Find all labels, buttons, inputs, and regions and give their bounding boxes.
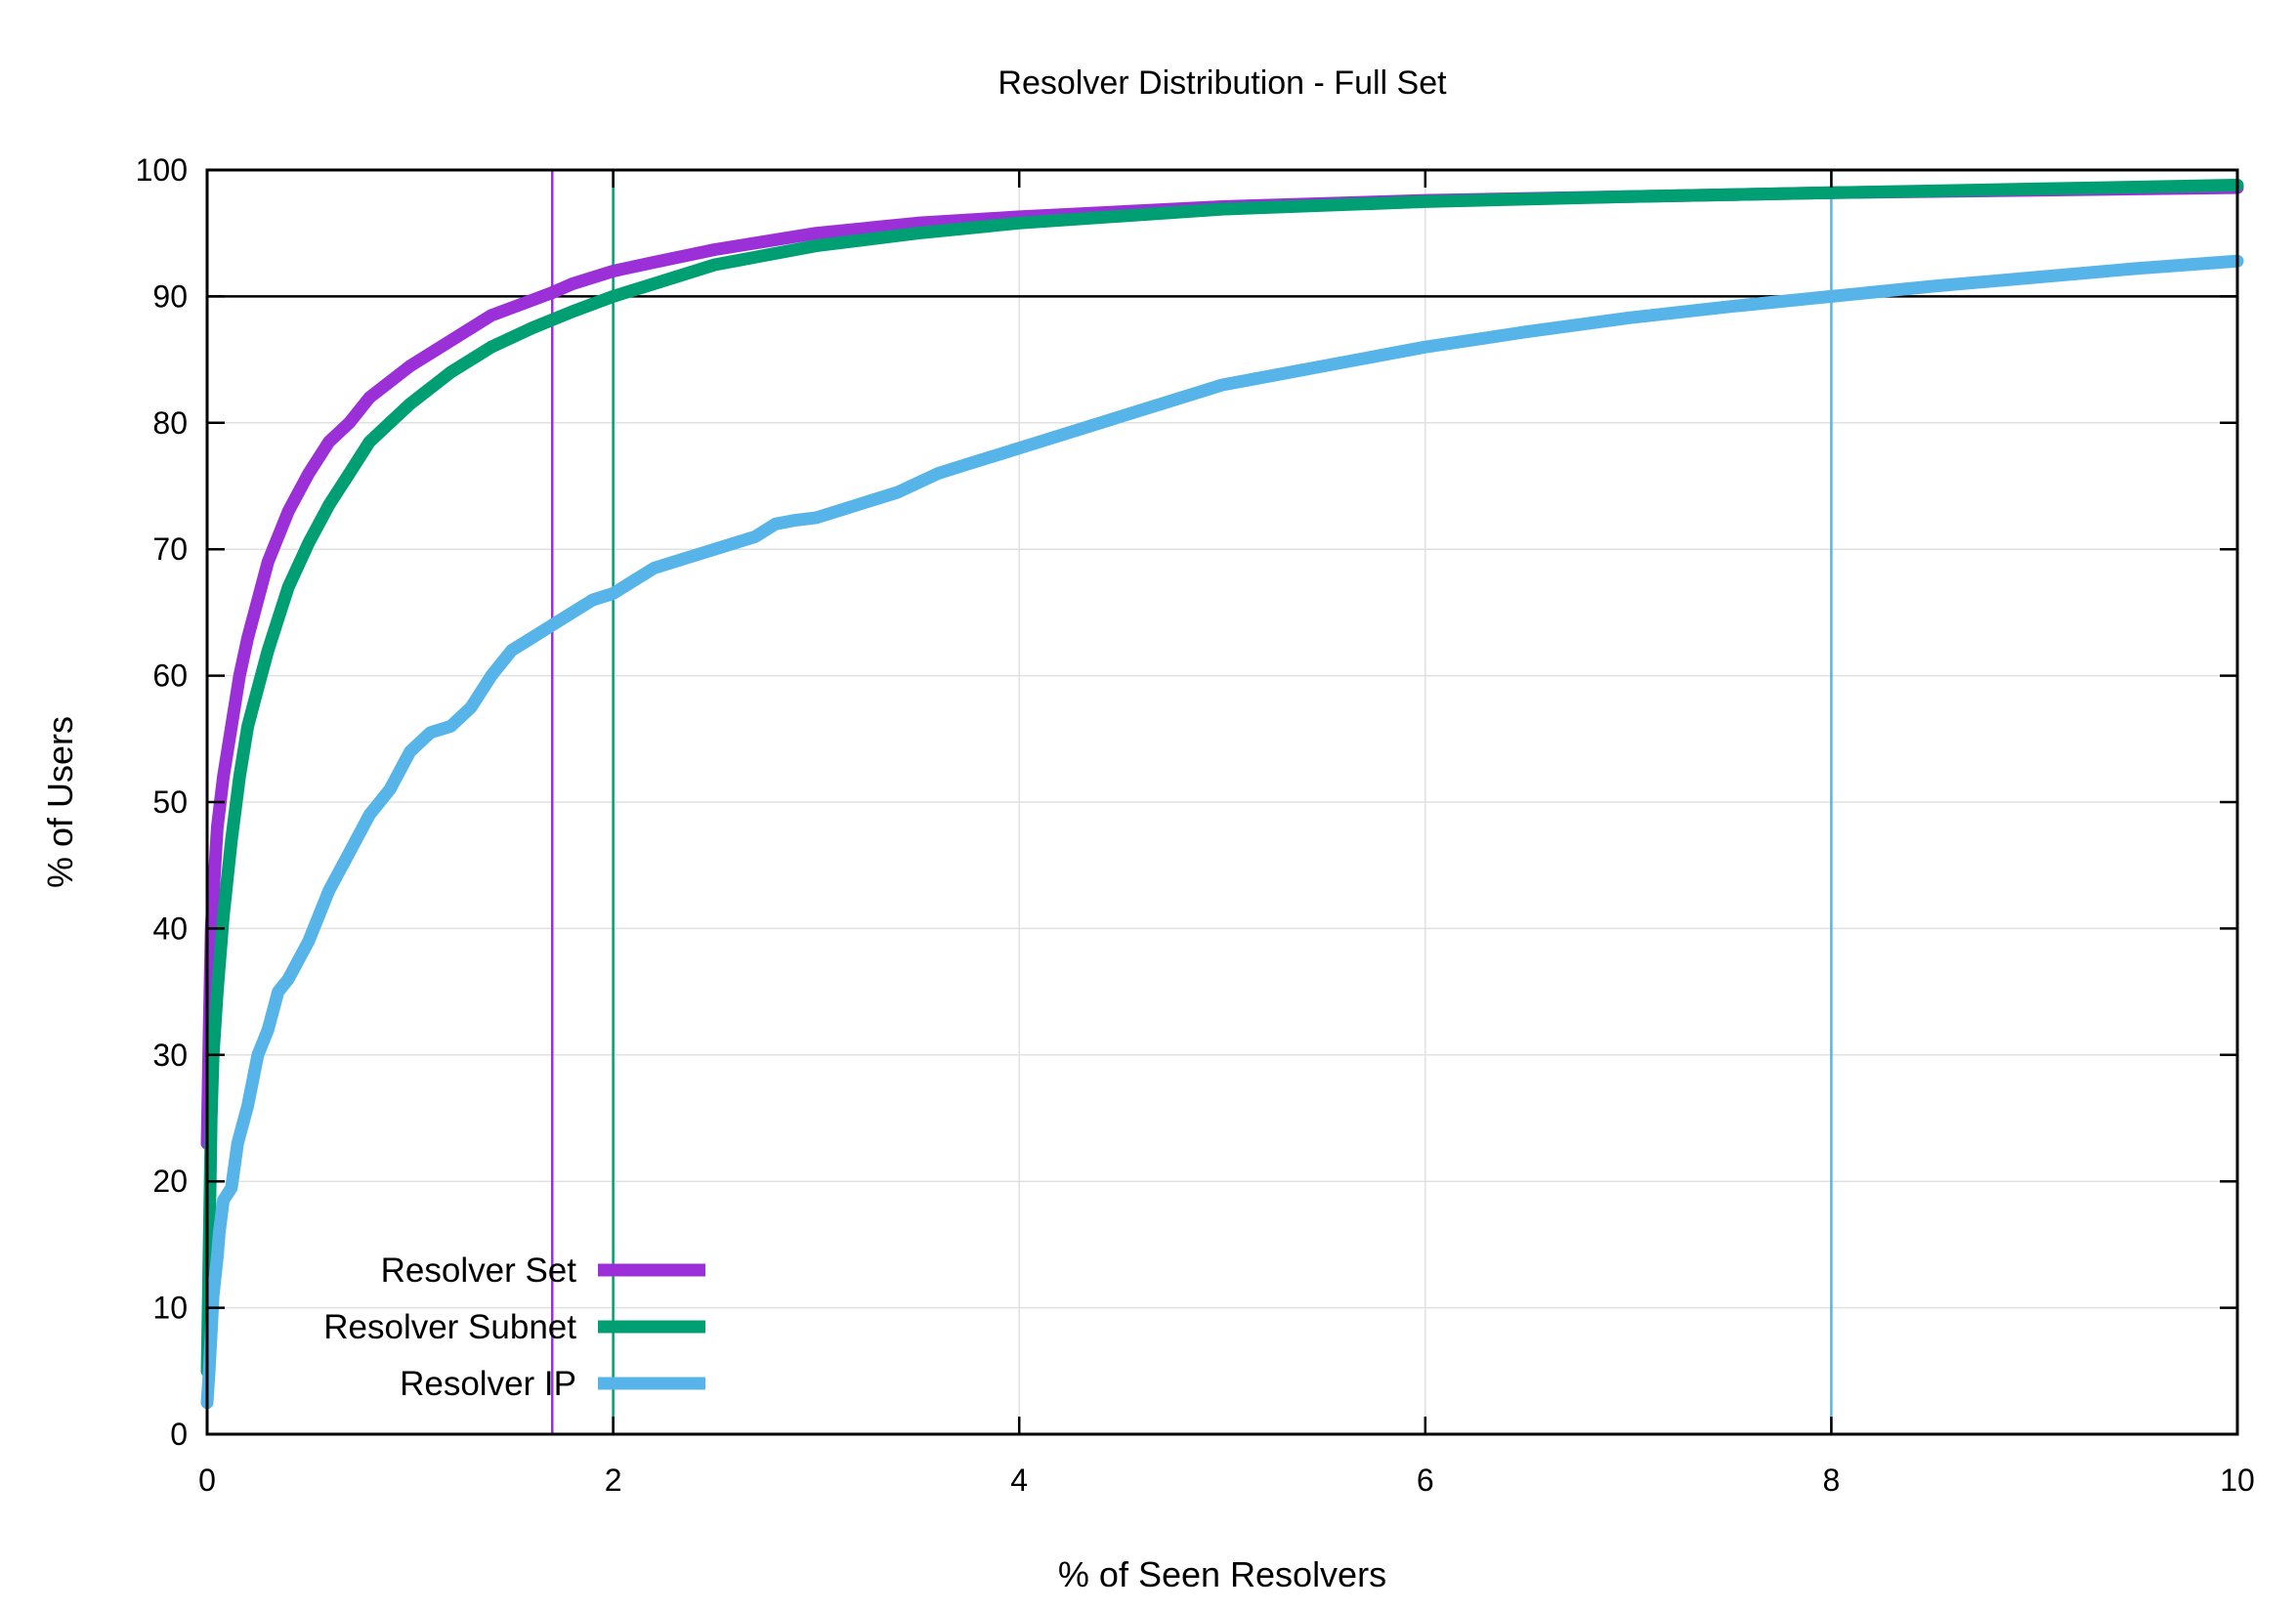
y-tick-label: 100	[136, 152, 188, 188]
y-tick-label: 60	[152, 658, 188, 694]
y-tick-label: 20	[152, 1164, 188, 1199]
y-tick-label: 50	[152, 785, 188, 820]
legend-label-resolver-set: Resolver Set	[381, 1251, 577, 1290]
series-line-resolver-subnet	[200, 179, 2244, 1378]
y-tick-label: 90	[152, 278, 188, 314]
series-line-resolver-ip	[200, 254, 2244, 1410]
legend-label-resolver-subnet: Resolver Subnet	[323, 1308, 576, 1346]
legend: Resolver Set Resolver Subnet Resolver IP	[323, 1251, 705, 1403]
series-lines	[200, 179, 2244, 1410]
x-tick-label: 6	[1417, 1463, 1434, 1498]
x-axis-label: % of Seen Resolvers	[1058, 1554, 1386, 1594]
y-tick-label: 10	[152, 1291, 188, 1326]
legend-label-resolver-ip: Resolver IP	[400, 1365, 576, 1403]
x-tick-label: 2	[605, 1463, 622, 1498]
y-tick-label: 80	[152, 405, 188, 441]
y-tick-label: 0	[170, 1417, 188, 1452]
x-tick-label: 8	[1823, 1463, 1841, 1498]
x-tick-label: 0	[198, 1463, 216, 1498]
x-tick-label: 4	[1010, 1463, 1028, 1498]
y-tick-label: 70	[152, 531, 188, 567]
y-axis-label: % of Users	[40, 716, 80, 888]
chart-title: Resolver Distribution - Full Set	[998, 64, 1447, 102]
y-tick-label: 40	[152, 911, 188, 946]
x-tick-label: 10	[2220, 1463, 2255, 1498]
y-tick-label: 30	[152, 1038, 188, 1073]
